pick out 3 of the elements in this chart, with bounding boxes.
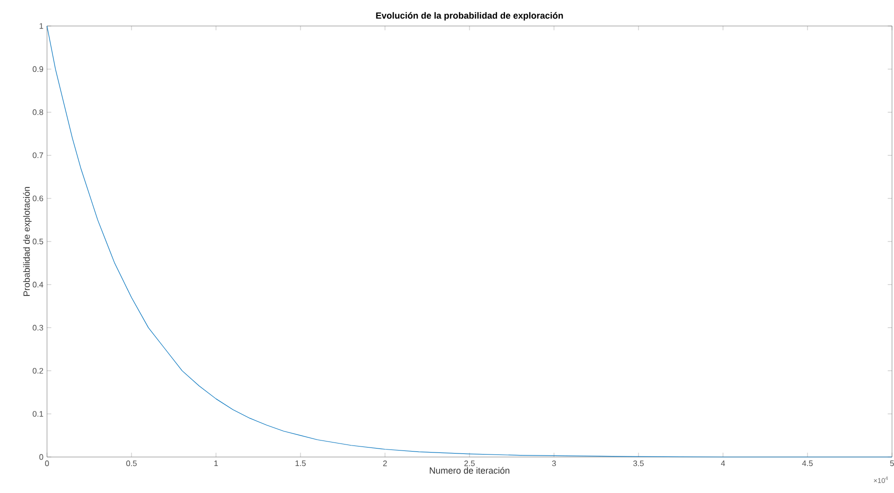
chart-title: Evolución de la probabilidad de exploración [376,12,563,20]
y-axis-title: Probabilidad de explotación [23,187,32,296]
x-axis-title: Numero de iteración [430,466,510,474]
